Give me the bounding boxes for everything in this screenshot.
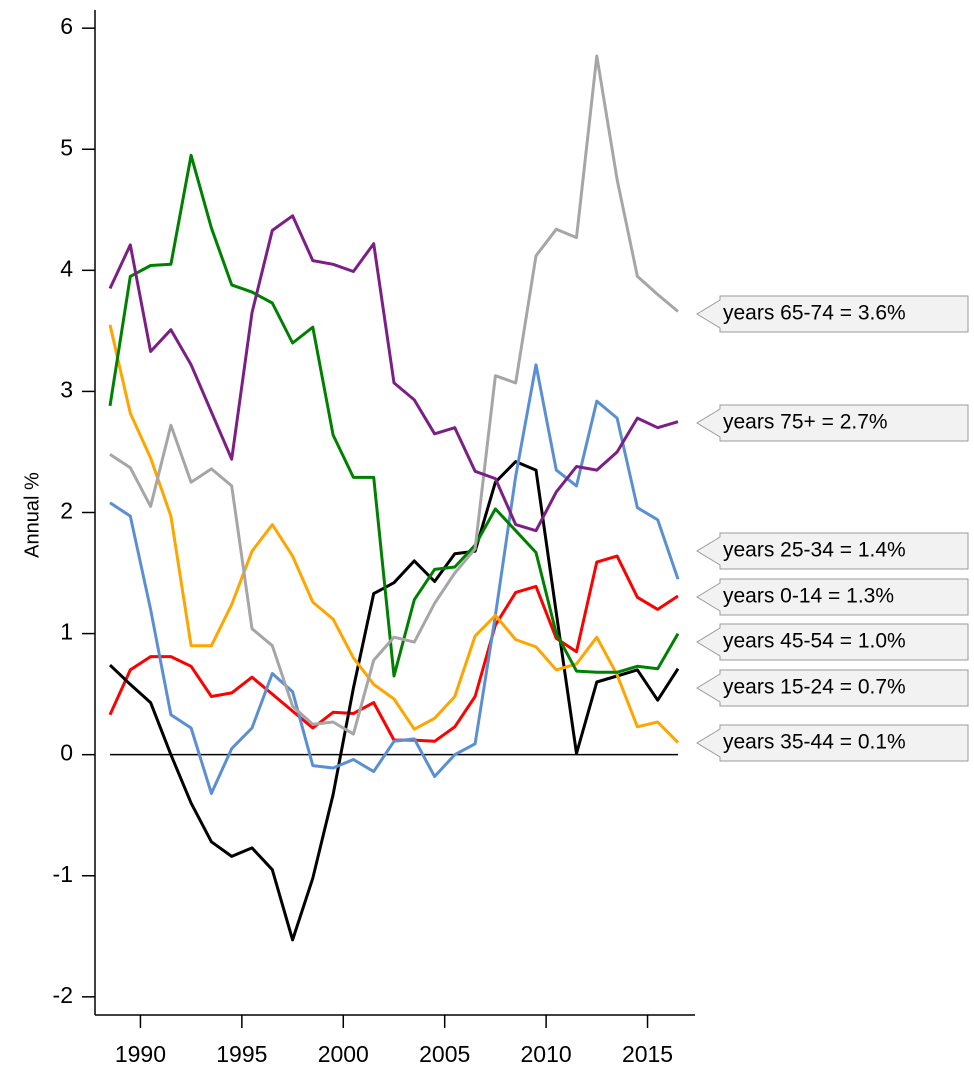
legend-label: years 75+ = 2.7% (723, 411, 888, 434)
series-line (108, 153, 680, 678)
series-line (109, 54, 679, 736)
legend-label: years 15-24 = 0.7% (723, 676, 906, 699)
y-tick-label: 3 (60, 376, 73, 402)
callout-box (696, 669, 969, 707)
x-tick-label: 2010 (521, 1041, 572, 1067)
callout-box (696, 623, 969, 661)
callout-box (696, 295, 969, 333)
legend-label: years 45-54 = 1.0% (723, 630, 906, 653)
y-tick-label: 2 (60, 498, 73, 524)
y-tick-label: 6 (60, 13, 73, 39)
y-tick-label: -2 (53, 982, 73, 1008)
callout-box (696, 404, 969, 442)
callout-box (696, 724, 969, 762)
series-line (108, 460, 680, 942)
legend-label: years 0-14 = 1.3% (723, 585, 894, 608)
legend-label: years 65-74 = 3.6% (723, 302, 906, 325)
x-tick-label: 2005 (419, 1041, 470, 1067)
series-line (108, 324, 680, 744)
series-line (109, 363, 680, 795)
callout-box (696, 578, 969, 616)
y-tick-label: 4 (60, 255, 73, 281)
y-axis-label: Annual % (21, 472, 43, 558)
series-line (108, 214, 679, 533)
x-tick-label: 1990 (115, 1041, 166, 1067)
y-tick-label: 1 (60, 619, 73, 645)
y-tick-label: 5 (60, 134, 73, 160)
x-tick-label: 2000 (318, 1041, 369, 1067)
y-tick-label: 0 (60, 740, 73, 766)
legend-label: years 25-34 = 1.4% (723, 539, 906, 562)
x-tick-label: 1995 (216, 1041, 267, 1067)
x-tick-label: 2015 (622, 1041, 673, 1067)
callout-box (696, 532, 969, 570)
legend-label: years 35-44 = 0.1% (723, 731, 906, 754)
y-tick-label: -1 (53, 861, 73, 887)
